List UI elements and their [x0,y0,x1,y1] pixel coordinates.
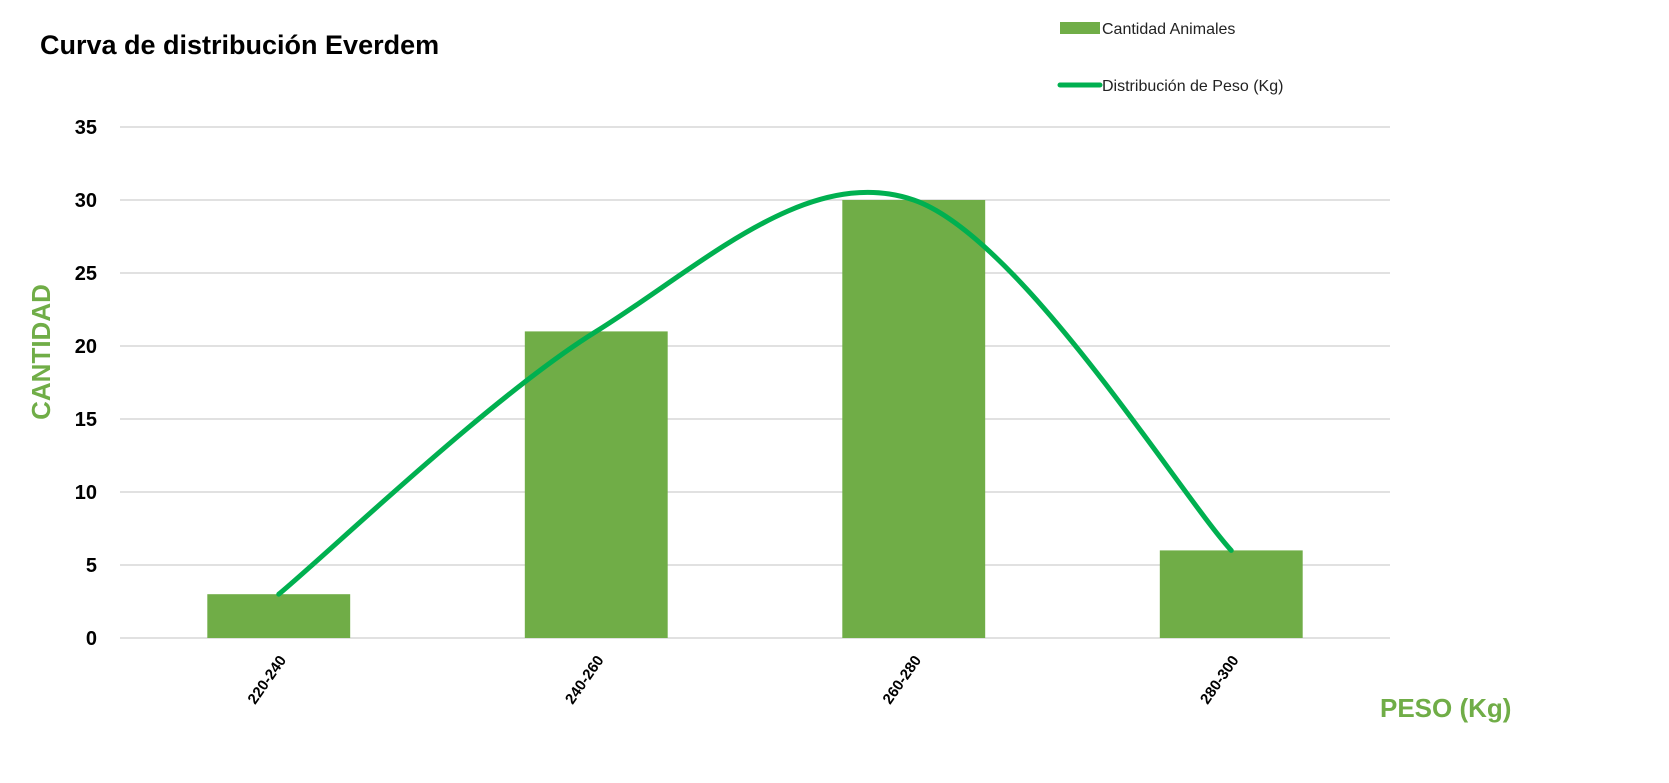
y-tick-label: 30 [75,190,97,212]
legend-item-bars: Cantidad Animales [1102,21,1235,38]
y-axis-label: CANTIDAD [26,284,56,420]
y-tick-label: 5 [86,555,97,577]
x-axis-label: PESO (Kg) [1380,693,1511,723]
y-tick-label: 25 [75,263,97,285]
chart-title: Curva de distribución Everdem [40,30,439,60]
y-tick-label: 35 [75,117,97,139]
y-tick-label: 10 [75,482,97,504]
y-tick-label: 0 [86,628,97,650]
y-axis-ticks: 0 5 10 15 20 25 30 35 [75,117,97,650]
line-series [276,189,1234,597]
y-tick-label: 15 [75,409,97,431]
legend: Cantidad Animales Distribución de Peso (… [1057,21,1283,95]
grid-lines [120,126,1390,639]
legend-bar-swatch [1060,22,1100,34]
x-tick-label: 280-300 [1197,653,1243,708]
y-tick-label: 20 [75,336,97,358]
x-tick-label: 220-240 [245,653,291,708]
bar [524,331,668,638]
bar [842,200,986,638]
bar-series [207,200,1303,638]
distribution-curve [276,189,1234,597]
bar [207,594,351,638]
bar [1159,550,1303,638]
legend-item-line: Distribución de Peso (Kg) [1102,78,1283,95]
x-tick-label: 260-280 [880,653,926,708]
x-axis-ticks: 220-240 240-260 260-280 280-300 [245,653,1243,708]
x-tick-label: 240-260 [562,653,608,708]
